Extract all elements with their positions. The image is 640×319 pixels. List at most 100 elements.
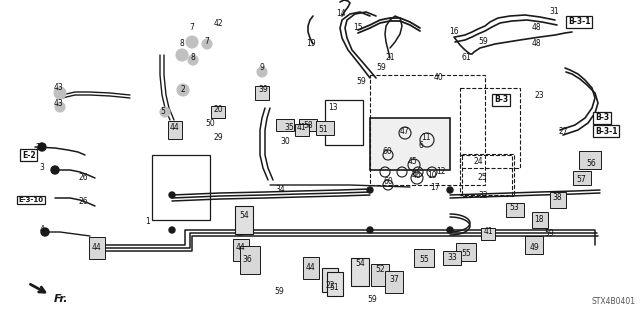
Text: 5: 5 [161, 108, 165, 116]
Bar [89, 237, 105, 259]
Text: 44: 44 [236, 243, 246, 253]
Text: 48: 48 [531, 39, 541, 48]
Text: 28: 28 [35, 143, 45, 152]
Bar [462, 154, 514, 196]
Bar [168, 121, 182, 139]
Text: 18: 18 [534, 216, 544, 225]
Text: 55: 55 [461, 249, 471, 258]
Text: 31: 31 [549, 8, 559, 17]
Circle shape [41, 228, 49, 236]
Bar [532, 212, 548, 228]
Text: 50: 50 [205, 118, 215, 128]
Circle shape [54, 87, 66, 99]
Text: 61: 61 [461, 54, 471, 63]
Circle shape [169, 192, 175, 198]
Text: 38: 38 [552, 194, 562, 203]
Text: 44: 44 [170, 123, 180, 132]
Text: STX4B0401: STX4B0401 [591, 296, 635, 306]
Text: 51: 51 [318, 125, 328, 135]
Circle shape [38, 143, 46, 151]
Text: 59: 59 [544, 229, 554, 239]
Bar [303, 257, 319, 279]
Text: 51: 51 [329, 283, 339, 292]
Bar [327, 272, 343, 296]
Text: 30: 30 [280, 137, 290, 145]
Circle shape [55, 102, 65, 112]
Text: 41: 41 [296, 122, 306, 131]
Text: 6: 6 [419, 140, 424, 150]
Text: 9: 9 [260, 63, 264, 72]
Bar [370, 118, 450, 170]
Text: 60: 60 [383, 177, 393, 187]
Bar [299, 119, 317, 131]
Bar [211, 106, 225, 118]
Bar [370, 75, 485, 185]
Text: 40: 40 [433, 72, 443, 81]
Circle shape [447, 187, 453, 193]
Circle shape [51, 166, 59, 174]
Text: 47: 47 [400, 127, 410, 136]
Circle shape [257, 67, 267, 77]
Text: 14: 14 [336, 10, 346, 19]
Text: 54: 54 [355, 259, 365, 269]
Text: 43: 43 [53, 100, 63, 108]
Text: 46: 46 [411, 170, 421, 180]
Circle shape [367, 187, 373, 193]
Circle shape [160, 107, 170, 117]
Bar [325, 100, 363, 145]
Text: 27: 27 [558, 127, 568, 136]
Circle shape [367, 227, 373, 233]
Text: 2: 2 [180, 85, 186, 93]
Text: 8: 8 [180, 39, 184, 48]
Text: 10: 10 [427, 170, 437, 180]
Text: 59: 59 [478, 38, 488, 47]
Bar [460, 155, 512, 195]
Text: 43: 43 [53, 84, 63, 93]
Bar [385, 271, 403, 293]
Text: 26: 26 [78, 197, 88, 205]
Text: 56: 56 [586, 159, 596, 167]
Text: 7: 7 [205, 36, 209, 46]
Bar [414, 249, 434, 267]
Text: 52: 52 [375, 265, 385, 275]
Text: 1: 1 [146, 218, 150, 226]
Text: E-2: E-2 [22, 151, 36, 160]
Text: Fr.: Fr. [54, 294, 68, 304]
Text: 59: 59 [376, 63, 386, 71]
Text: 22: 22 [325, 281, 335, 291]
Text: 44: 44 [305, 263, 315, 271]
Bar [152, 155, 210, 220]
Bar [481, 228, 495, 240]
Bar [506, 203, 524, 217]
Text: 48: 48 [531, 23, 541, 32]
Bar [573, 171, 591, 185]
Text: 49: 49 [529, 243, 539, 253]
Text: B-3: B-3 [595, 114, 609, 122]
Text: 13: 13 [328, 102, 338, 112]
Text: 11: 11 [421, 133, 431, 143]
Text: 16: 16 [449, 27, 459, 36]
Text: 20: 20 [213, 106, 223, 115]
Text: 25: 25 [477, 173, 487, 182]
Text: 44: 44 [92, 243, 102, 253]
Circle shape [202, 39, 212, 49]
Text: 12: 12 [436, 167, 445, 176]
Bar [579, 151, 601, 169]
Text: 21: 21 [385, 54, 395, 63]
Bar [240, 246, 260, 274]
Text: 33: 33 [447, 253, 457, 262]
Text: 58: 58 [303, 122, 313, 130]
Bar [255, 86, 269, 100]
Text: 55: 55 [419, 256, 429, 264]
Bar [295, 124, 309, 136]
Text: 7: 7 [189, 24, 195, 33]
Bar [316, 121, 334, 135]
Text: 57: 57 [576, 175, 586, 184]
Text: B-3-1: B-3-1 [595, 127, 618, 136]
Text: 35: 35 [284, 123, 294, 132]
Bar [456, 243, 476, 261]
Text: E-3-10: E-3-10 [18, 197, 43, 203]
Text: 19: 19 [306, 40, 316, 48]
Bar [276, 119, 294, 131]
Text: 29: 29 [213, 133, 223, 143]
